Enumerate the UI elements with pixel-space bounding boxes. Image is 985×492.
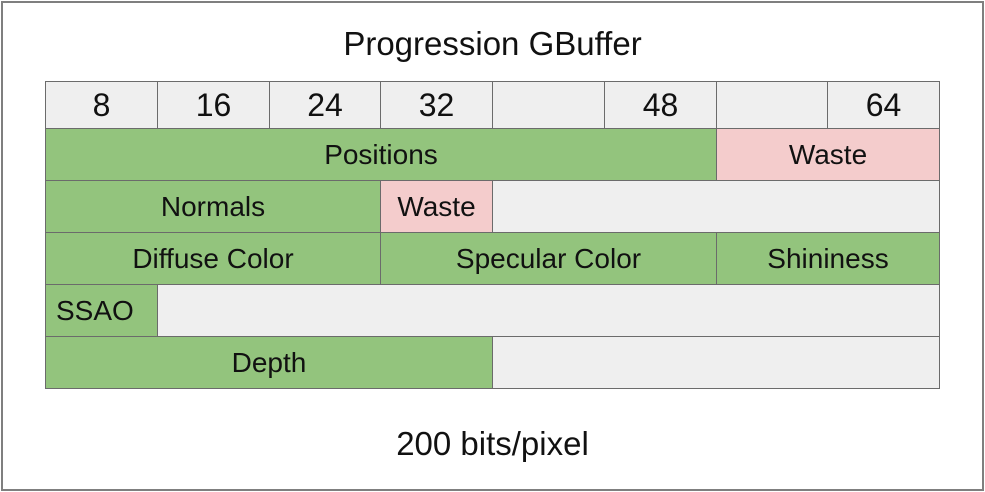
- bit-header-cell: [492, 81, 605, 129]
- bits-per-pixel-label: 200 bits/pixel: [396, 425, 589, 462]
- bit-header-cell: 64: [827, 81, 940, 129]
- field-diffuse-color: Diffuse Color: [45, 232, 381, 285]
- field-empty: [157, 284, 940, 337]
- bit-header-cell: 24: [269, 81, 381, 129]
- bit-header-cell: [716, 81, 828, 129]
- bit-header-cell: 16: [157, 81, 270, 129]
- field-specular-color: Specular Color: [380, 232, 717, 285]
- field-waste: Waste: [380, 180, 493, 233]
- diagram-title: Progression GBuffer: [343, 25, 642, 62]
- bit-header-cell: 32: [380, 81, 493, 129]
- field-depth: Depth: [45, 336, 493, 389]
- field-empty: [492, 336, 940, 389]
- field-positions: Positions: [45, 128, 717, 181]
- field-empty: [492, 180, 940, 233]
- bit-header-cell: 48: [604, 81, 717, 129]
- field-waste: Waste: [716, 128, 940, 181]
- field-normals: Normals: [45, 180, 381, 233]
- bit-header-cell: 8: [45, 81, 158, 129]
- field-shininess: Shininess: [716, 232, 940, 285]
- field-ssao: SSAO: [45, 284, 158, 337]
